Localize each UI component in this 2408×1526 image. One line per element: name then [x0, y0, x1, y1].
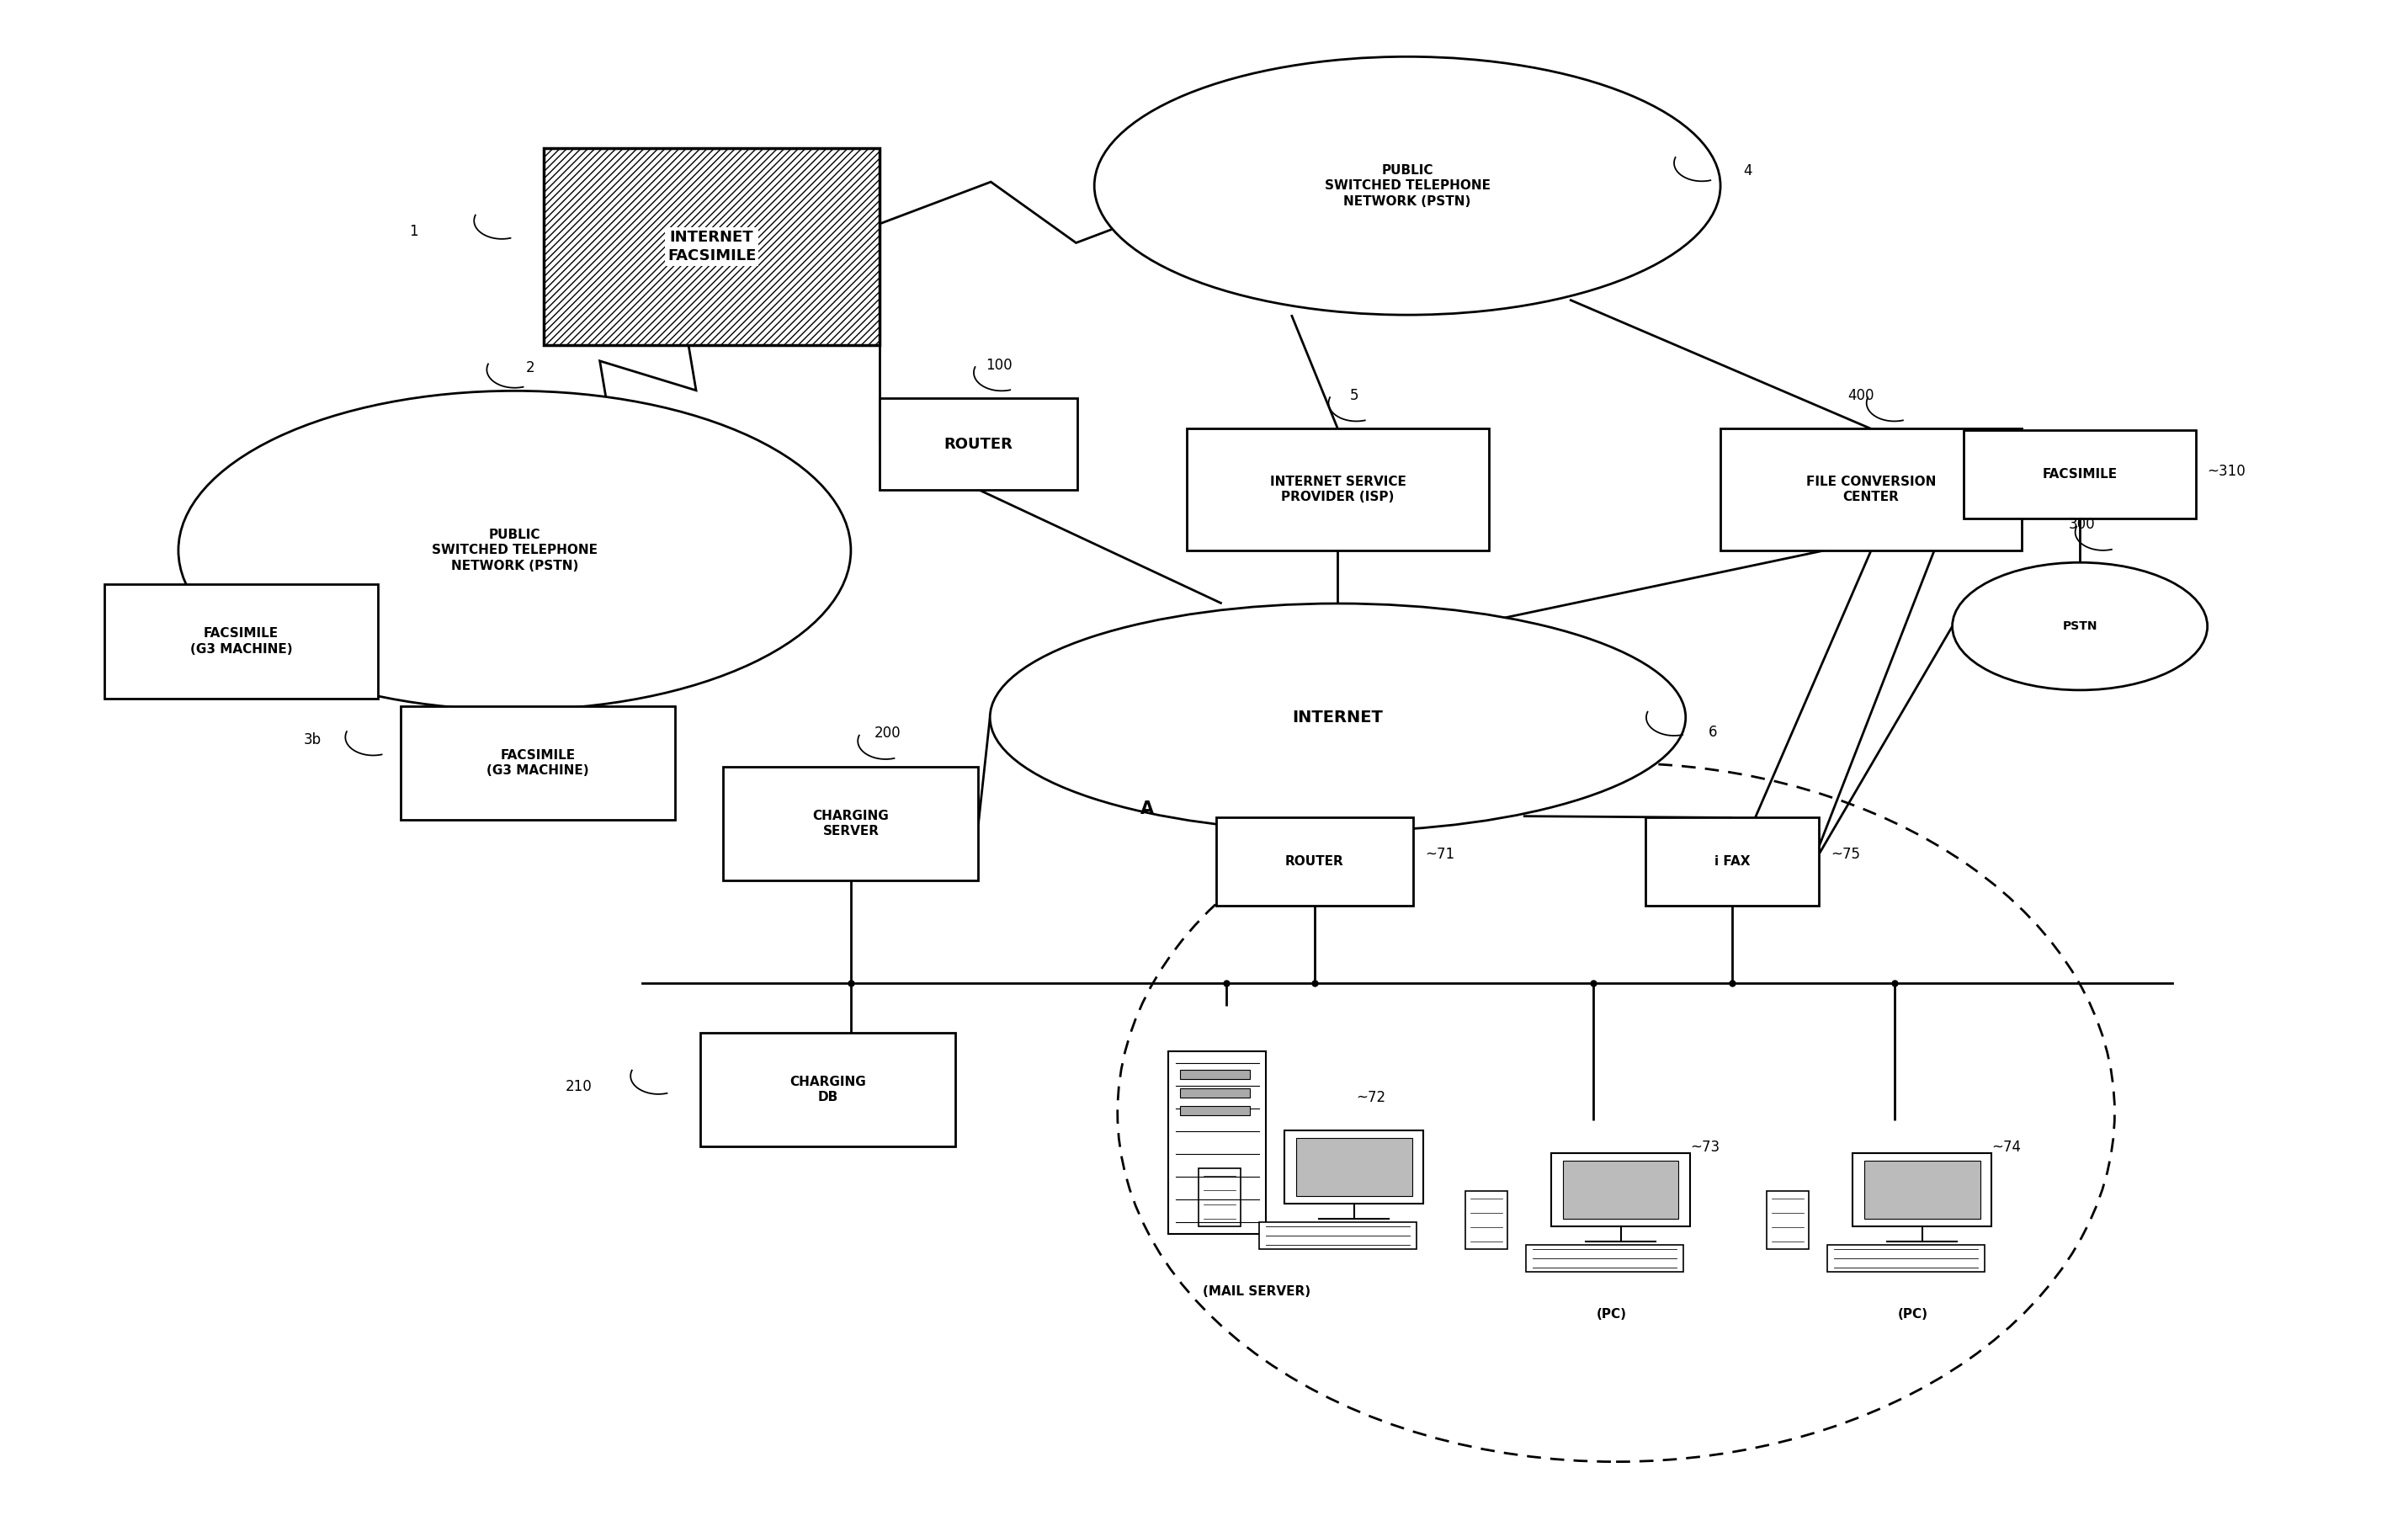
FancyBboxPatch shape [1767, 1192, 1808, 1250]
FancyBboxPatch shape [402, 707, 674, 819]
FancyBboxPatch shape [1551, 1154, 1690, 1227]
FancyBboxPatch shape [1180, 1106, 1250, 1116]
FancyBboxPatch shape [1283, 1131, 1423, 1204]
Text: FILE CONVERSION
CENTER: FILE CONVERSION CENTER [1806, 476, 1936, 504]
Text: 100: 100 [985, 357, 1011, 372]
FancyBboxPatch shape [1719, 429, 2023, 551]
Text: ~75: ~75 [1830, 847, 1859, 862]
Text: ~72: ~72 [1356, 1090, 1387, 1105]
Text: 4: 4 [1743, 163, 1753, 179]
Text: PSTN: PSTN [2061, 621, 2097, 632]
Text: INTERNET: INTERNET [1293, 710, 1382, 725]
FancyBboxPatch shape [1466, 1192, 1507, 1250]
Text: 6: 6 [1710, 725, 1717, 740]
Text: PUBLIC
SWITCHED TELEPHONE
NETWORK (PSTN): PUBLIC SWITCHED TELEPHONE NETWORK (PSTN) [1324, 163, 1491, 208]
FancyBboxPatch shape [879, 398, 1076, 490]
FancyBboxPatch shape [1187, 429, 1488, 551]
Ellipse shape [1093, 56, 1719, 314]
Text: i FAX: i FAX [1714, 856, 1751, 868]
Text: FACSIMILE: FACSIMILE [2042, 468, 2117, 481]
Text: (PC): (PC) [1597, 1308, 1625, 1320]
FancyBboxPatch shape [1527, 1245, 1683, 1271]
Text: 5: 5 [1348, 388, 1358, 403]
Text: FACSIMILE
(G3 MACHINE): FACSIMILE (G3 MACHINE) [190, 627, 291, 656]
Text: CHARGING
DB: CHARGING DB [790, 1076, 867, 1103]
Ellipse shape [990, 603, 1686, 832]
Text: ~71: ~71 [1426, 847, 1454, 862]
Text: A: A [1141, 800, 1153, 816]
Text: 2: 2 [527, 360, 535, 375]
Ellipse shape [178, 391, 850, 710]
Text: ~74: ~74 [1991, 1140, 2020, 1155]
Text: 400: 400 [1847, 388, 1873, 403]
Text: ROUTER: ROUTER [1286, 856, 1344, 868]
FancyBboxPatch shape [1645, 818, 1818, 906]
FancyBboxPatch shape [1828, 1245, 1984, 1271]
FancyBboxPatch shape [1180, 1088, 1250, 1097]
Text: FACSIMILE
(G3 MACHINE): FACSIMILE (G3 MACHINE) [486, 749, 590, 777]
Text: (PC): (PC) [1898, 1308, 1929, 1320]
Text: PUBLIC
SWITCHED TELEPHONE
NETWORK (PSTN): PUBLIC SWITCHED TELEPHONE NETWORK (PSTN) [431, 528, 597, 572]
FancyBboxPatch shape [1199, 1169, 1240, 1227]
FancyBboxPatch shape [1180, 1070, 1250, 1079]
FancyBboxPatch shape [1259, 1222, 1416, 1250]
FancyBboxPatch shape [701, 1033, 956, 1146]
FancyBboxPatch shape [1216, 818, 1413, 906]
Text: 1: 1 [409, 224, 419, 240]
Text: 210: 210 [566, 1079, 592, 1094]
Text: (MAIL SERVER): (MAIL SERVER) [1202, 1285, 1310, 1299]
FancyBboxPatch shape [1563, 1161, 1678, 1219]
Text: 300: 300 [2068, 517, 2095, 533]
FancyBboxPatch shape [1965, 430, 2196, 519]
FancyBboxPatch shape [722, 766, 978, 881]
Ellipse shape [1953, 563, 2208, 690]
FancyBboxPatch shape [1296, 1138, 1411, 1196]
Text: ~73: ~73 [1690, 1140, 1719, 1155]
Text: ~310: ~310 [2208, 464, 2247, 479]
FancyBboxPatch shape [1168, 1051, 1267, 1235]
FancyBboxPatch shape [544, 148, 879, 345]
FancyBboxPatch shape [1852, 1154, 1991, 1227]
FancyBboxPatch shape [104, 584, 378, 699]
Text: INTERNET SERVICE
PROVIDER (ISP): INTERNET SERVICE PROVIDER (ISP) [1269, 476, 1406, 504]
Text: ROUTER: ROUTER [944, 436, 1014, 452]
Text: 200: 200 [874, 726, 901, 742]
Text: CHARGING
SERVER: CHARGING SERVER [811, 810, 889, 838]
Text: INTERNET
FACSIMILE: INTERNET FACSIMILE [667, 229, 756, 264]
Text: 3b: 3b [303, 732, 320, 748]
FancyBboxPatch shape [1864, 1161, 1979, 1219]
